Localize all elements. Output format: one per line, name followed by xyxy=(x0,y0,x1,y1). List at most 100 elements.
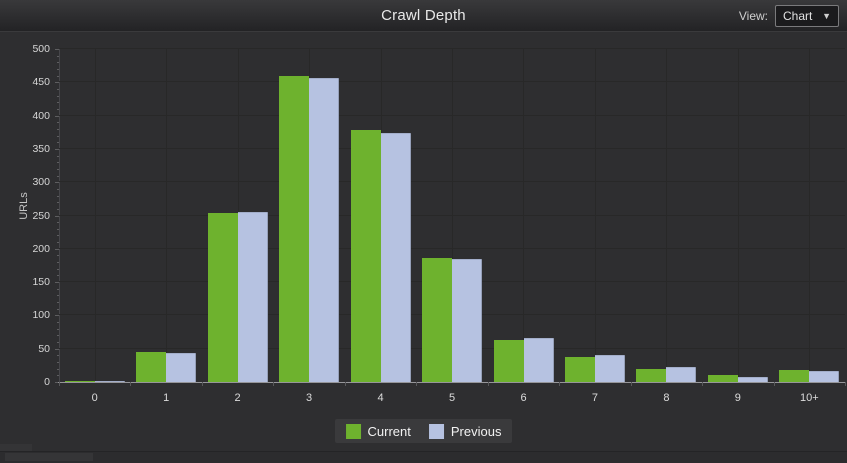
bar-current-10+ xyxy=(779,370,810,382)
x-tick-label: 0 xyxy=(91,392,98,404)
y-tick-mark xyxy=(57,102,59,104)
gridline-vertical xyxy=(452,49,453,382)
gridline-vertical xyxy=(523,49,524,382)
x-tick-mark xyxy=(202,382,203,386)
gridline-vertical xyxy=(666,49,667,382)
bar-current-5 xyxy=(422,258,452,382)
y-tick-mark xyxy=(57,122,59,124)
x-tick-label: 4 xyxy=(377,392,384,404)
bar-previous-8 xyxy=(666,366,697,382)
y-tick-label: 150 xyxy=(32,276,50,289)
y-tick-mark xyxy=(57,162,59,164)
view-label: View: xyxy=(738,9,768,23)
y-tick-mark xyxy=(57,208,59,210)
x-tick-mark xyxy=(416,382,417,386)
bar-current-9 xyxy=(707,375,738,382)
y-tick-mark xyxy=(55,282,59,284)
x-tick-mark xyxy=(488,382,489,386)
y-tick-label: 350 xyxy=(32,142,50,155)
x-tick-mark xyxy=(774,382,775,386)
y-tick-label: 250 xyxy=(32,209,50,222)
y-tick-label: 50 xyxy=(38,342,50,355)
y-tick-mark xyxy=(55,82,59,84)
y-tick-mark xyxy=(57,302,59,304)
view-selector: View: Chart ▼ xyxy=(739,0,839,32)
y-tick-label: 0 xyxy=(44,376,50,388)
gridline-vertical xyxy=(95,49,96,382)
y-tick-mark xyxy=(57,188,59,190)
x-tick-mark xyxy=(59,382,60,386)
panel-bottom-strip xyxy=(0,452,847,463)
y-tick-mark xyxy=(57,62,59,64)
legend-item-previous: Previous xyxy=(428,423,501,439)
x-tick-label: 9 xyxy=(734,392,741,404)
y-tick-mark xyxy=(57,128,59,130)
bar-current-1 xyxy=(136,352,167,382)
panel-bottom-divider xyxy=(0,451,847,452)
y-tick-mark xyxy=(57,288,59,290)
x-tick-label: 7 xyxy=(591,392,598,404)
y-tick-mark xyxy=(57,222,59,224)
y-tick-mark xyxy=(57,355,59,357)
y-tick-mark xyxy=(57,308,59,310)
y-tick-mark xyxy=(57,268,59,270)
legend-swatch-previous xyxy=(428,423,444,439)
bar-current-6 xyxy=(493,340,524,382)
x-tick-label: 10+ xyxy=(799,392,819,404)
view-dropdown-value: Chart xyxy=(783,9,813,23)
legend-item-current: Current xyxy=(345,423,411,439)
chevron-down-icon: ▼ xyxy=(822,10,831,21)
plot-area xyxy=(59,48,845,382)
legend-swatch-current xyxy=(345,423,361,439)
x-tick-label: 5 xyxy=(448,392,456,404)
y-tick-mark xyxy=(57,88,59,90)
x-axis-line xyxy=(58,382,846,383)
y-tick-mark xyxy=(57,75,59,77)
y-tick-mark xyxy=(57,68,59,70)
y-tick-mark xyxy=(57,235,59,237)
bar-current-8 xyxy=(636,368,667,382)
bar-previous-7 xyxy=(594,355,625,382)
y-tick-mark xyxy=(57,275,59,277)
y-tick-label: 500 xyxy=(32,43,50,55)
bar-previous-5 xyxy=(452,258,482,382)
titlebar: Crawl Depth View: Chart ▼ xyxy=(0,0,847,32)
x-tick-label: 6 xyxy=(520,392,527,404)
bar-previous-10+ xyxy=(809,371,840,382)
bar-current-0 xyxy=(64,380,95,382)
y-tick-mark xyxy=(55,382,59,383)
y-tick-mark xyxy=(57,368,59,370)
y-tick-mark xyxy=(57,255,59,257)
y-tick-label: 450 xyxy=(32,76,50,89)
bar-previous-0 xyxy=(94,380,125,382)
y-tick-label: 200 xyxy=(32,242,50,255)
y-tick-mark xyxy=(55,49,59,50)
y-tick-mark xyxy=(55,215,59,217)
bar-previous-6 xyxy=(523,338,554,382)
panel-title: Crawl Depth xyxy=(381,7,466,24)
y-tick-mark xyxy=(57,155,59,157)
x-tick-mark xyxy=(845,382,846,386)
panel-corner-decoration xyxy=(0,444,32,451)
bar-current-7 xyxy=(564,357,595,382)
y-tick-mark xyxy=(57,328,59,330)
y-axis-line xyxy=(59,49,60,386)
y-tick-mark xyxy=(57,55,59,57)
x-tick-label: 8 xyxy=(663,392,670,404)
y-tick-mark xyxy=(57,95,59,97)
x-tick-mark xyxy=(345,382,346,386)
y-tick-label: 100 xyxy=(32,309,50,322)
gridline-horizontal xyxy=(59,48,845,49)
bar-current-3 xyxy=(279,76,310,382)
gridline-vertical xyxy=(809,49,810,382)
x-tick-mark xyxy=(702,382,703,386)
y-tick-mark xyxy=(57,342,59,344)
x-tick-mark xyxy=(559,382,560,386)
view-dropdown[interactable]: Chart ▼ xyxy=(775,5,839,27)
gridline-vertical xyxy=(595,49,596,382)
x-tick-mark xyxy=(273,382,274,386)
y-tick-mark xyxy=(57,142,59,144)
y-tick-mark xyxy=(57,135,59,137)
